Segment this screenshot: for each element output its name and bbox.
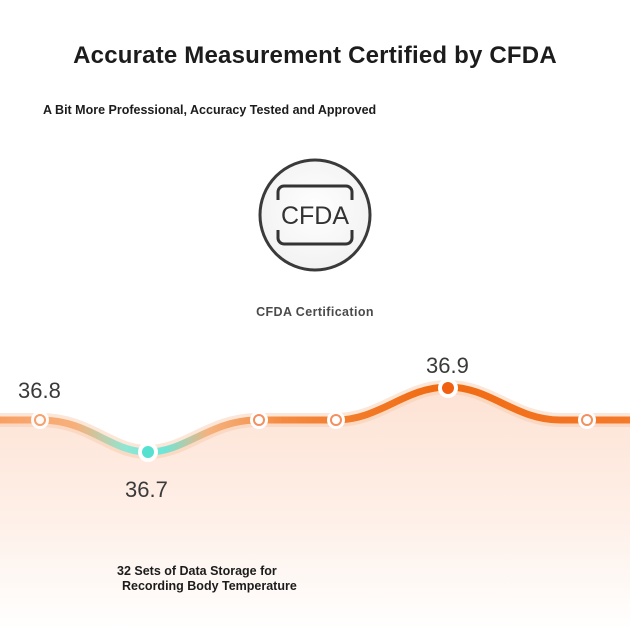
curve-point-low [138, 442, 158, 462]
curve-point [327, 411, 345, 429]
storage-line-1: 32 Sets of Data Storage for [117, 564, 277, 578]
curve-point [31, 411, 49, 429]
cfda-logo-icon: CFDA [256, 156, 374, 274]
curve-point [578, 411, 596, 429]
page-title: Accurate Measurement Certified by CFDA [73, 42, 557, 69]
temperature-curve-line [0, 383, 630, 456]
curve-point-high [438, 378, 458, 398]
cfda-logo-text: CFDA [281, 202, 349, 230]
certification-label: CFDA Certification [256, 305, 374, 319]
curve-area [0, 387, 630, 630]
curve-point [250, 411, 268, 429]
storage-description: 32 Sets of Data Storage for Recording Bo… [117, 564, 297, 594]
temp-label-low: 36.7 [125, 477, 168, 502]
storage-line-2: Recording Body Temperature [122, 579, 297, 593]
temp-label-start: 36.8 [18, 378, 61, 403]
temperature-curve-graphic: 36.8 36.7 36.9 [0, 340, 630, 630]
page-subtitle: A Bit More Professional, Accuracy Tested… [43, 103, 377, 117]
temp-label-high: 36.9 [426, 353, 469, 378]
